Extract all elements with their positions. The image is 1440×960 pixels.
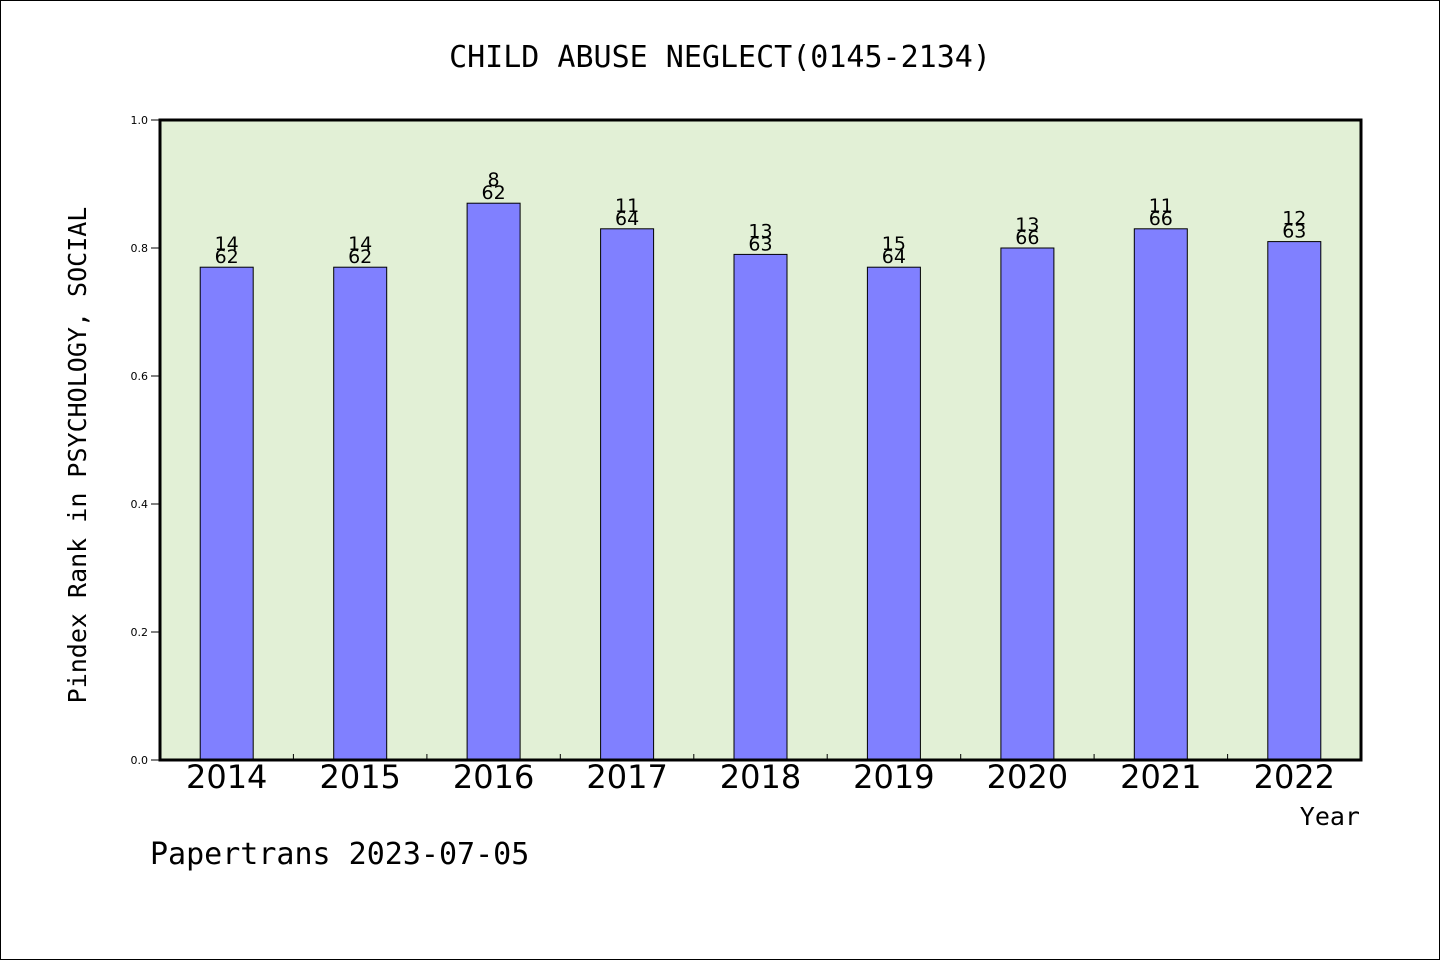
bar-2016 <box>466 202 521 761</box>
bar-label-bottom-2020: 66 <box>1015 227 1039 249</box>
x-tick-label-2016: 2016 <box>453 758 534 796</box>
y-axis: 0.0 0.2 0.4 0.6 0.8 1.0 <box>131 114 160 767</box>
x-tick-label-2021: 2021 <box>1120 758 1201 796</box>
bar-label-top-2015: 14 <box>348 233 372 255</box>
bar-label-top-2016: 8 <box>488 169 500 191</box>
plot-border <box>158 118 1363 762</box>
bar-2022 <box>1267 241 1322 761</box>
bar-label-top-2019: 15 <box>882 233 906 255</box>
bar-label-bottom-2018: 63 <box>748 233 772 255</box>
x-tick-label-2022: 2022 <box>1254 758 1335 796</box>
y-tick-label: 0.4 <box>131 498 149 511</box>
x-tick-label-2014: 2014 <box>186 758 267 796</box>
y-tick-label: 1.0 <box>131 114 149 127</box>
bar-2014 <box>199 266 254 761</box>
x-tick-label-2020: 2020 <box>987 758 1068 796</box>
x-axis: 2014 2015 2016 2017 2018 2019 2020 2021 2022 <box>186 754 1335 796</box>
x-tick-label-2018: 2018 <box>720 758 801 796</box>
bar-2018 <box>733 253 788 761</box>
x-tick-label-2019: 2019 <box>853 758 934 796</box>
y-tick-label: 0.0 <box>131 754 149 767</box>
bar-2020 <box>1000 247 1055 761</box>
bar-label-bottom-2015: 62 <box>348 246 372 268</box>
y-tick-label: 0.2 <box>131 626 149 639</box>
bar-label-bottom-2017: 64 <box>615 208 639 230</box>
source-credit: Papertrans 2023-07-05 <box>150 837 529 872</box>
bar-label-top-2021: 11 <box>1149 195 1173 217</box>
bar-label-top-2014: 14 <box>215 233 239 255</box>
bar-label-bottom-2014: 62 <box>215 246 239 268</box>
bar-2019 <box>866 266 921 761</box>
bar-2015 <box>333 266 388 761</box>
x-tick-label-2017: 2017 <box>586 758 667 796</box>
x-tick-label-2015: 2015 <box>319 758 400 796</box>
bar-label-bottom-2022: 63 <box>1282 221 1306 243</box>
bar-label-top-2017: 11 <box>615 195 639 217</box>
x-axis-label: Year <box>1300 802 1360 831</box>
bar-label-top-2022: 12 <box>1282 208 1306 230</box>
bar-2021 <box>1133 228 1188 761</box>
chart-title: CHILD ABUSE NEGLECT(0145-2134) <box>449 40 991 75</box>
bar-label-bottom-2016: 62 <box>482 182 506 204</box>
bar-label-top-2018: 13 <box>748 220 772 242</box>
bar-label-bottom-2019: 64 <box>882 246 906 268</box>
bar-label-bottom-2021: 66 <box>1149 208 1173 230</box>
y-axis-label: Pindex Rank in PSYCHOLOGY, SOCIAL <box>63 207 92 704</box>
y-tick-label: 0.6 <box>131 370 149 383</box>
bars-group <box>199 202 1322 761</box>
y-tick-label: 0.8 <box>131 242 149 255</box>
bar-2017 <box>600 228 655 761</box>
bar-label-top-2020: 13 <box>1015 214 1039 236</box>
